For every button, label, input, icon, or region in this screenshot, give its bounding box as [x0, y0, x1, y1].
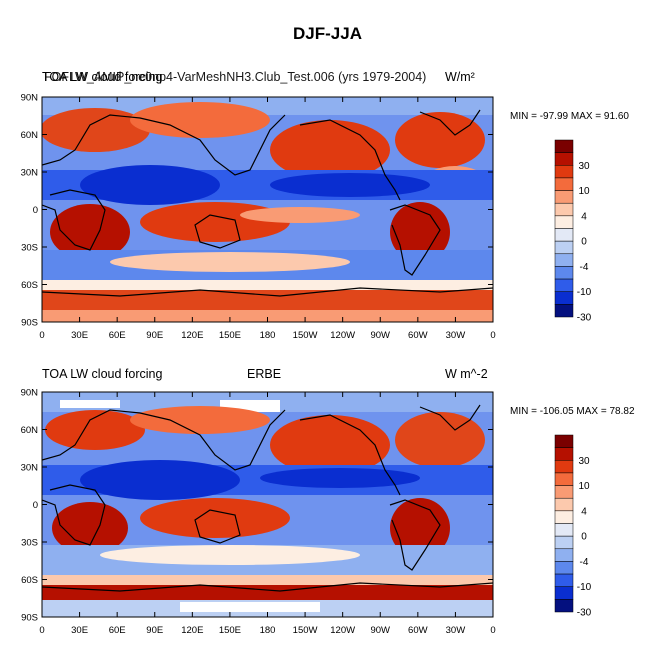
x-tick-label: 90W [370, 330, 390, 341]
colorbar-swatch [554, 573, 574, 587]
panel2-center-title: ERBE [247, 367, 282, 381]
colorbar-swatch [554, 434, 574, 448]
panel2-min-max: MIN = -106.05 MAX = 78.82 [510, 406, 635, 417]
x-tick-label: 30E [71, 625, 88, 636]
x-tick-label: 120W [330, 330, 355, 341]
colorbar-swatch [554, 447, 574, 461]
panel2-left-title: TOA LW cloud forcing [42, 367, 163, 381]
colorbar-swatch [554, 304, 574, 318]
colorbar-swatch [554, 472, 574, 486]
x-tick-label: 90E [146, 625, 163, 636]
panel1-units: W/m² [445, 70, 475, 84]
y-tick-label: 30N [21, 168, 39, 179]
colorbar-swatch [554, 190, 574, 204]
x-tick-label: 30W [446, 330, 466, 341]
colorbar-swatch [554, 599, 574, 613]
x-tick-label: 150E [219, 330, 241, 341]
y-tick-label: 90S [21, 613, 38, 624]
colorbar-label: -30 [577, 608, 592, 619]
colorbar-label: -10 [577, 582, 592, 593]
x-tick-label: 120E [181, 625, 203, 636]
colorbar-label: 10 [578, 186, 590, 197]
colorbar-label: 0 [581, 237, 587, 248]
x-tick-label: 120W [330, 625, 355, 636]
colorbar-swatch [554, 240, 574, 255]
colorbar-swatch [554, 535, 574, 550]
y-tick-label: 30N [21, 463, 39, 474]
y-tick-label: 0 [33, 500, 38, 511]
colorbar-swatch [554, 278, 574, 292]
x-tick-label: 90W [370, 625, 390, 636]
x-tick-label: 120E [181, 330, 203, 341]
panel1-field [42, 97, 493, 322]
x-tick-label: 60E [109, 330, 126, 341]
colorbar-swatch [554, 152, 574, 166]
y-tick-label: 90N [21, 388, 39, 399]
colorbar-swatch [554, 139, 574, 153]
x-tick-label: 150E [219, 625, 241, 636]
colorbar-swatch [554, 291, 574, 305]
x-tick-label: 150W [293, 625, 318, 636]
x-tick-label: 90E [146, 330, 163, 341]
y-tick-label: 90S [21, 318, 38, 329]
colorbar-swatch [554, 177, 574, 191]
colorbar-swatch [554, 548, 574, 562]
y-tick-label: 60S [21, 575, 38, 586]
colorbar-swatch [554, 266, 574, 280]
colorbar-swatch [554, 561, 574, 575]
colorbar-swatch [554, 165, 574, 179]
x-tick-label: 60W [408, 330, 428, 341]
colorbar-label: 0 [581, 532, 587, 543]
colorbar-swatch [554, 215, 574, 229]
x-tick-label: 60E [109, 625, 126, 636]
panel1-left-title-a: TOA LW cloud forcing [42, 70, 163, 84]
colorbar-swatch [554, 253, 574, 267]
colorbar-swatch [554, 586, 574, 600]
y-tick-label: 0 [33, 205, 38, 216]
figure-title: DJF-JJA [293, 24, 362, 43]
x-tick-label: 60W [408, 625, 428, 636]
colorbar-label: 10 [578, 481, 590, 492]
panel2-field [42, 392, 493, 617]
colorbar-swatch [554, 497, 574, 512]
colorbar-label: -4 [580, 557, 589, 568]
x-tick-label: 30E [71, 330, 88, 341]
x-tick-label: 150W [293, 330, 318, 341]
colorbar-label: -10 [577, 287, 592, 298]
colorbar-label: 30 [578, 161, 590, 172]
colorbar-swatch [554, 485, 574, 499]
panel2-colorbar: 30 10 4 0 -4 -10 -30 [554, 434, 592, 619]
x-tick-label: 0 [39, 625, 44, 636]
y-tick-label: 30S [21, 243, 38, 254]
x-tick-label: 30W [446, 625, 466, 636]
colorbar-swatch [554, 228, 574, 242]
panel1-min-max: MIN = -97.99 MAX = 91.60 [510, 111, 629, 122]
colorbar-label: -4 [580, 262, 589, 273]
colorbar-swatch [554, 510, 574, 524]
y-tick-label: 60S [21, 280, 38, 291]
y-tick-label: 60N [21, 425, 39, 436]
colorbar-swatch [554, 460, 574, 474]
colorbar-swatch [554, 202, 574, 217]
colorbar-label: -30 [577, 313, 592, 324]
colorbar-swatch [554, 523, 574, 537]
x-tick-label: 180 [260, 330, 276, 341]
x-tick-label: 0 [39, 330, 44, 341]
colorbar-label: 4 [581, 506, 587, 517]
panel2-units: W m^-2 [445, 367, 488, 381]
y-tick-label: 90N [21, 93, 39, 104]
panel1-left-title-b: FOFLW_AMIP_ne0np4-VarMeshNH3.Club_Test.0… [44, 70, 427, 84]
x-tick-label: 0 [490, 625, 495, 636]
colorbar-label: 4 [581, 211, 587, 222]
x-tick-label: 0 [490, 330, 495, 341]
y-tick-label: 60N [21, 130, 39, 141]
y-tick-label: 30S [21, 538, 38, 549]
panel1-colorbar: 30 10 4 0 -4 -10 -30 [554, 139, 592, 324]
colorbar-label: 30 [578, 456, 590, 467]
x-tick-label: 180 [260, 625, 276, 636]
